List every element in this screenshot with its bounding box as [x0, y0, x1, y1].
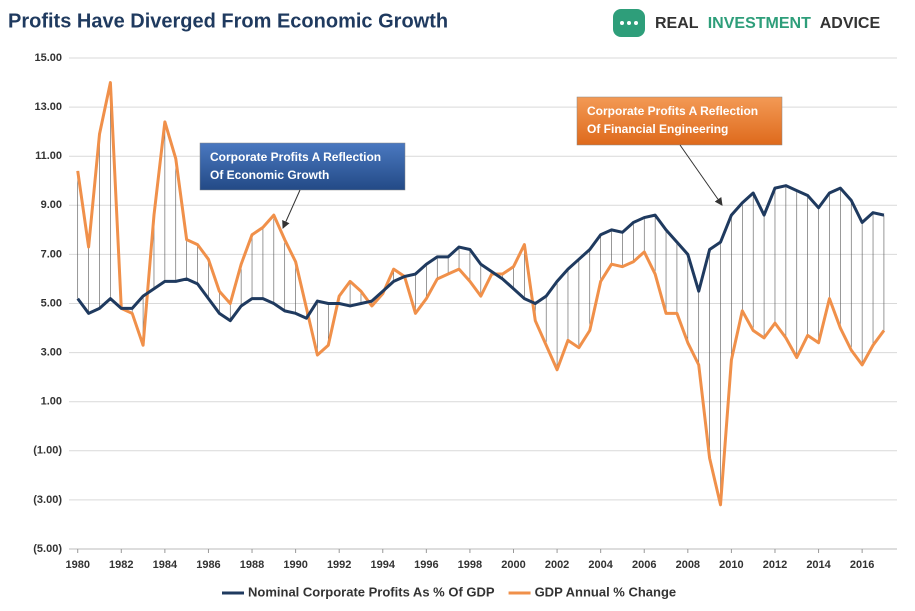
chart-title: Profits Have Diverged From Economic Grow… — [8, 10, 448, 32]
logo-text: REAL INVESTMENT ADVICE — [655, 15, 880, 32]
annotation-arrow — [679, 144, 723, 206]
x-tick-label: 2014 — [806, 559, 831, 571]
annotation-arrow — [282, 189, 301, 229]
y-tick-label: 11.00 — [35, 150, 62, 162]
x-tick-label: 1990 — [283, 559, 307, 571]
logo: REAL INVESTMENT ADVICE — [613, 9, 880, 37]
y-tick-label: 3.00 — [41, 347, 62, 359]
x-tick-label: 1998 — [458, 559, 482, 571]
x-tick-label: 1982 — [109, 559, 133, 571]
y-tick-label: 9.00 — [41, 199, 62, 211]
x-tick-label: 1984 — [153, 559, 178, 571]
x-tick-label: 2016 — [850, 559, 874, 571]
annotation: Corporate Profits A Reflection Of Economi… — [199, 142, 406, 229]
annotation-text: Corporate Profits A Reflection — [587, 104, 758, 118]
series-line — [76, 81, 886, 507]
x-tick-label: 1994 — [371, 559, 396, 571]
y-tick-label: (1.00) — [33, 445, 62, 457]
logo-word: INVESTMENT — [708, 15, 811, 32]
x-tick-label: 2006 — [632, 559, 656, 571]
y-tick-label: 13.00 — [34, 101, 62, 113]
x-tick-label: 2008 — [676, 559, 700, 571]
x-tick-label: 1988 — [240, 559, 264, 571]
annotation-text: Corporate Profits A Reflection — [210, 150, 381, 164]
annotation-box — [199, 142, 406, 191]
logo-word: ADVICE — [820, 15, 881, 32]
logo-word: REAL — [655, 15, 699, 32]
x-tick-label: 2010 — [719, 559, 743, 571]
x-tick-label: 2004 — [588, 559, 613, 571]
series-line — [76, 184, 885, 323]
y-tick-label: 7.00 — [41, 248, 62, 260]
x-tick-label: 2000 — [501, 559, 525, 571]
y-tick-label: 15.00 — [34, 52, 62, 64]
legend-label: GDP Annual % Change — [535, 584, 677, 599]
x-tick-label: 2002 — [545, 559, 569, 571]
annotation-text: Of Economic Growth — [210, 168, 329, 182]
x-tick-label: 1986 — [196, 559, 220, 571]
annotation: Corporate Profits A Reflection Of Financi… — [576, 96, 783, 206]
x-tick-label: 2012 — [763, 559, 787, 571]
x-tick-label: 1980 — [65, 559, 89, 571]
annotation-text: Of Financial Engineering — [587, 122, 728, 136]
y-tick-label: 5.00 — [41, 297, 62, 309]
legend-label: Nominal Corporate Profits As % Of GDP — [248, 584, 495, 599]
y-tick-label: 1.00 — [41, 396, 62, 408]
x-tick-label: 1996 — [414, 559, 438, 571]
legend: Nominal Corporate Profits As % Of GDP GDP… — [222, 584, 676, 599]
y-tick-label: (5.00) — [33, 543, 62, 555]
x-tick-label: 1992 — [327, 559, 351, 571]
y-tick-label: (3.00) — [33, 494, 62, 506]
annotation-box — [576, 96, 783, 146]
